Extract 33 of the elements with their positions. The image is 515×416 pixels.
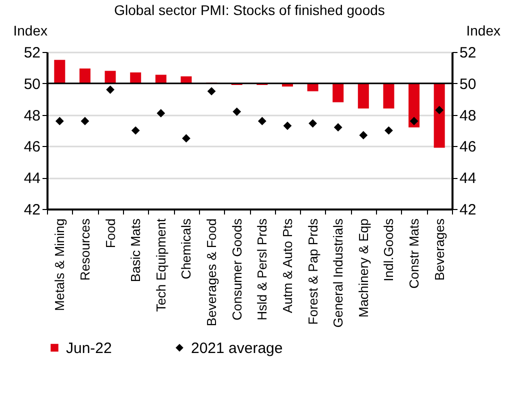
x-tick-label: Consumer Goods bbox=[229, 218, 244, 320]
x-tick-label: General Industrials bbox=[330, 218, 346, 328]
x-tick-label: Chemicals bbox=[178, 218, 194, 280]
x-tick-label: Forest & Pap Prds bbox=[305, 218, 320, 325]
y2-tick-label: 50 bbox=[460, 76, 476, 93]
x-tick-label: Constr Mats bbox=[406, 218, 422, 289]
x-tick-label: Metals & Mining bbox=[52, 218, 68, 311]
y2-tick-label: 48 bbox=[460, 107, 476, 124]
y2-tick-label: 52 bbox=[460, 44, 476, 62]
x-tick-label: Hsld & Persl Prds bbox=[254, 218, 270, 320]
y-tick-label: 46 bbox=[24, 138, 40, 156]
chart-title: Global sector PMI: Stocks of finished goods bbox=[114, 2, 385, 18]
x-tick-label: Machinery & Eqp bbox=[356, 218, 371, 318]
y2-axis-title: Index bbox=[466, 22, 500, 38]
y-tick-label: 42 bbox=[24, 202, 40, 218]
x-tick-label: Tech Equipment bbox=[153, 218, 168, 312]
y2-tick-label: 46 bbox=[460, 138, 476, 156]
x-tick-label: Autm & Auto Pts bbox=[280, 218, 295, 314]
y-axis-title: Index bbox=[13, 22, 48, 38]
x-tick-label: Basic Mats bbox=[128, 218, 144, 282]
x-tick-label: Beverages & Food bbox=[204, 218, 220, 326]
x-tick-label: Beverages bbox=[432, 218, 447, 281]
y-tick-label: 50 bbox=[24, 76, 40, 93]
x-tick-label: Resources bbox=[77, 218, 92, 281]
legend-label: 2021 average bbox=[191, 340, 283, 357]
x-tick-label: Food bbox=[102, 218, 118, 248]
y-tick-label: 44 bbox=[24, 170, 40, 188]
x-tick-label: Indl.Goods bbox=[381, 218, 396, 282]
y2-tick-label: 42 bbox=[460, 202, 476, 218]
y-tick-label: 48 bbox=[24, 107, 40, 124]
y-tick-label: 52 bbox=[24, 44, 40, 62]
y2-tick-label: 44 bbox=[460, 170, 476, 188]
legend-label: Jun-22 bbox=[66, 340, 112, 357]
